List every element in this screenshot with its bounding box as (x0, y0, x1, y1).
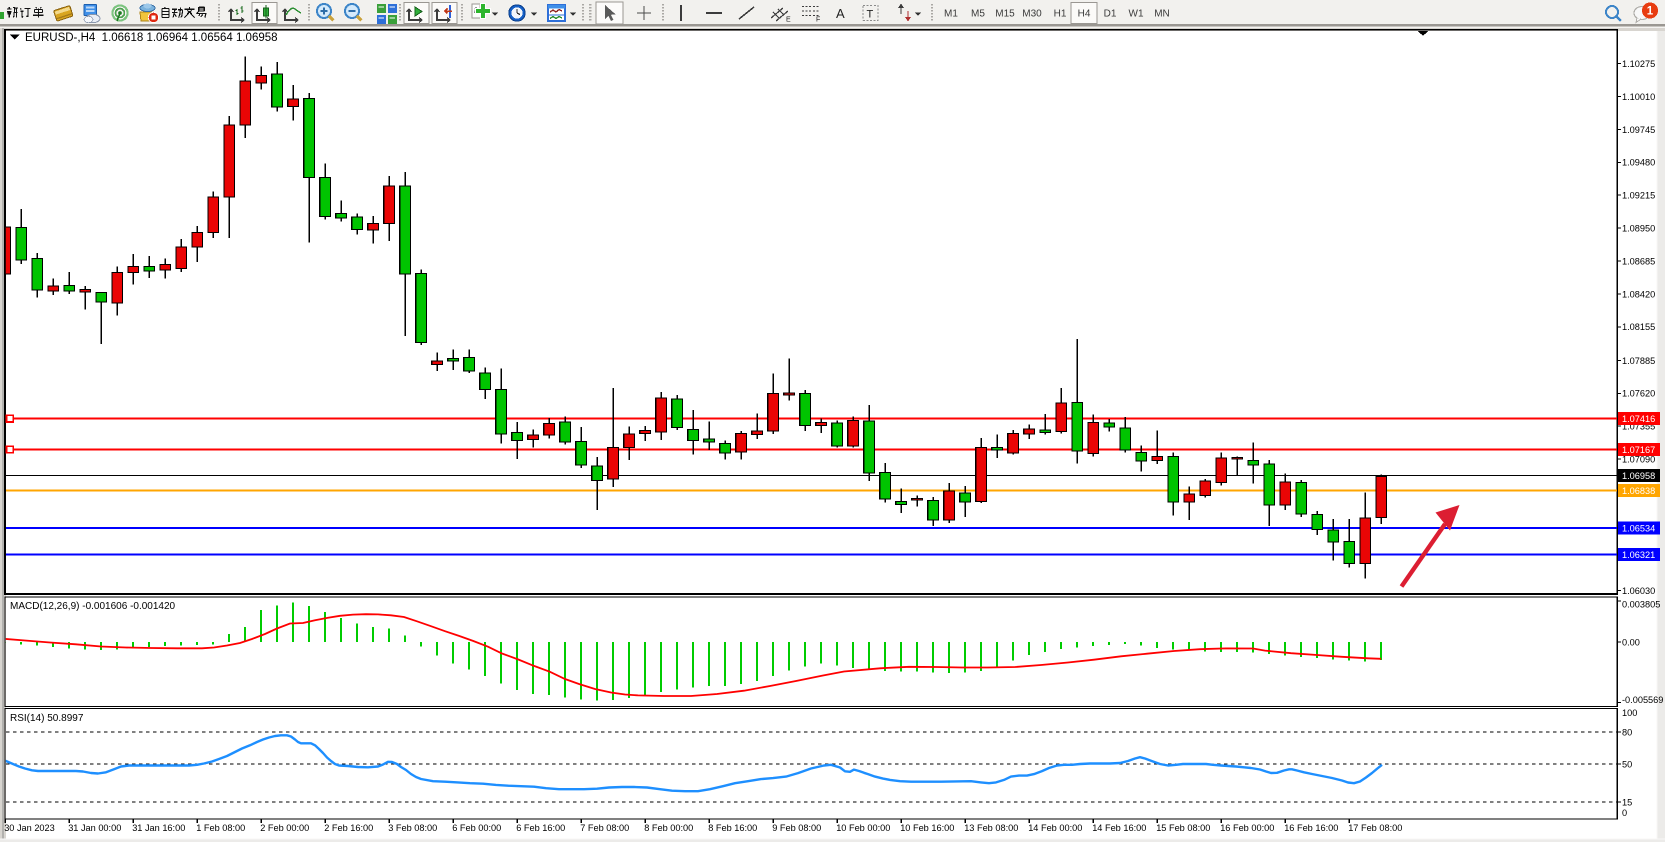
svg-text:H4: H4 (1078, 9, 1091, 20)
svg-text:D1: D1 (1104, 9, 1117, 20)
svg-text:A: A (836, 6, 845, 21)
svg-text:10 Feb 16:00: 10 Feb 16:00 (900, 823, 954, 833)
svg-text:1.06958: 1.06958 (1622, 471, 1655, 481)
svg-text:100: 100 (1622, 708, 1637, 718)
svg-text:31 Jan 16:00: 31 Jan 16:00 (132, 823, 185, 833)
svg-text:F: F (816, 17, 820, 24)
svg-text:13 Feb 08:00: 13 Feb 08:00 (964, 823, 1018, 833)
svg-text:1.07090: 1.07090 (1622, 454, 1655, 464)
svg-text:6 Feb 00:00: 6 Feb 00:00 (452, 823, 501, 833)
svg-text:RSI(14) 50.8997: RSI(14) 50.8997 (10, 713, 84, 724)
svg-text:1.08685: 1.08685 (1622, 256, 1655, 266)
svg-text:50: 50 (1622, 759, 1632, 769)
svg-text:1.10275: 1.10275 (1622, 59, 1655, 69)
svg-text:17 Feb 08:00: 17 Feb 08:00 (1348, 823, 1402, 833)
svg-text:16 Feb 16:00: 16 Feb 16:00 (1284, 823, 1338, 833)
svg-text:1.07620: 1.07620 (1622, 389, 1655, 399)
svg-text:MN: MN (1154, 9, 1170, 20)
svg-text:1.06321: 1.06321 (1622, 550, 1655, 560)
svg-text:1: 1 (1647, 6, 1654, 18)
svg-text:16 Feb 00:00: 16 Feb 00:00 (1220, 823, 1274, 833)
svg-text:M15: M15 (995, 9, 1015, 20)
svg-text:8 Feb 16:00: 8 Feb 16:00 (708, 823, 757, 833)
svg-text:6 Feb 16:00: 6 Feb 16:00 (516, 823, 565, 833)
svg-text:3 Feb 08:00: 3 Feb 08:00 (388, 823, 437, 833)
svg-text:0: 0 (1622, 808, 1627, 818)
svg-text:1.09215: 1.09215 (1622, 191, 1655, 201)
svg-text:7 Feb 08:00: 7 Feb 08:00 (580, 823, 629, 833)
svg-text:1.08155: 1.08155 (1622, 322, 1655, 332)
svg-text:1.07167: 1.07167 (1622, 445, 1655, 455)
svg-text:M30: M30 (1022, 9, 1042, 20)
svg-text:MACD(12,26,9) -0.001606 -0.001: MACD(12,26,9) -0.001606 -0.001420 (10, 601, 176, 612)
svg-text:1.09480: 1.09480 (1622, 158, 1655, 168)
svg-text:E: E (786, 17, 791, 24)
svg-text:1.07416: 1.07416 (1622, 414, 1655, 424)
svg-text:1.08420: 1.08420 (1622, 289, 1655, 299)
svg-text:1.06838: 1.06838 (1622, 486, 1655, 496)
svg-text:1.10010: 1.10010 (1622, 92, 1655, 102)
svg-text:1 Feb 08:00: 1 Feb 08:00 (196, 823, 245, 833)
svg-text:8 Feb 00:00: 8 Feb 00:00 (644, 823, 693, 833)
svg-text:0.00: 0.00 (1622, 637, 1640, 647)
svg-text:15: 15 (1622, 797, 1632, 807)
svg-text:15 Feb 08:00: 15 Feb 08:00 (1156, 823, 1210, 833)
svg-text:1.07885: 1.07885 (1622, 356, 1655, 366)
svg-text:31 Jan 00:00: 31 Jan 00:00 (68, 823, 121, 833)
svg-text:1.08950: 1.08950 (1622, 224, 1655, 234)
svg-text:EURUSD-,H4 1.06618 1.06964 1.: EURUSD-,H4 1.06618 1.06964 1.06564 1.069… (25, 32, 278, 44)
svg-text:0.003805: 0.003805 (1622, 600, 1660, 610)
svg-text:T: T (867, 9, 874, 21)
svg-text:2 Feb 16:00: 2 Feb 16:00 (324, 823, 373, 833)
svg-text:W1: W1 (1129, 9, 1144, 20)
svg-text:14 Feb 00:00: 14 Feb 00:00 (1028, 823, 1082, 833)
svg-text:2 Feb 00:00: 2 Feb 00:00 (260, 823, 309, 833)
svg-text:30 Jan 2023: 30 Jan 2023 (4, 823, 55, 833)
svg-text:1.09745: 1.09745 (1622, 125, 1655, 135)
svg-text:1.07355: 1.07355 (1622, 422, 1655, 432)
svg-text:9 Feb 08:00: 9 Feb 08:00 (772, 823, 821, 833)
svg-text:M1: M1 (944, 9, 958, 20)
svg-text:1.06534: 1.06534 (1622, 524, 1655, 534)
svg-text:10 Feb 00:00: 10 Feb 00:00 (836, 823, 890, 833)
svg-text:-0.005569: -0.005569 (1622, 695, 1663, 705)
svg-text:M5: M5 (971, 9, 985, 20)
svg-text:14 Feb 16:00: 14 Feb 16:00 (1092, 823, 1146, 833)
svg-text:H1: H1 (1054, 9, 1067, 20)
svg-text:80: 80 (1622, 727, 1632, 737)
svg-text:1.06030: 1.06030 (1622, 586, 1655, 596)
